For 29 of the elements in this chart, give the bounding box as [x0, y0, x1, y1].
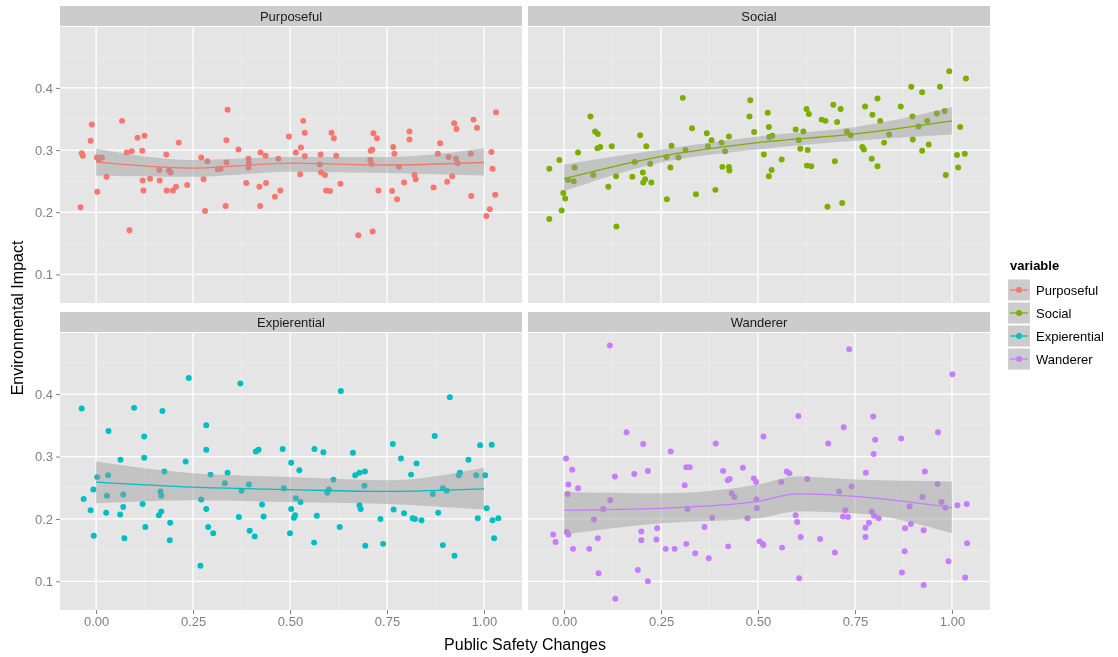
y-tick-label: 0.4 — [34, 80, 53, 96]
x-tick-label: 0.00 — [551, 614, 578, 630]
legend-label: Purposeful — [1036, 282, 1099, 298]
legend-title: variable — [1010, 258, 1060, 273]
y-tick-label: 0.4 — [34, 386, 53, 402]
y-axis-title: Environmental Impact — [9, 240, 26, 396]
y-tick-label: 0.1 — [34, 267, 53, 283]
y-tick-label: 0.2 — [34, 204, 53, 220]
x-tick-label: 0.25 — [648, 614, 675, 630]
chart-title: Purposeful — [259, 8, 323, 24]
x-tick-label: 1.00 — [939, 614, 966, 630]
chart-title: Wanderer — [730, 314, 788, 330]
x-tick-label: 0.50 — [277, 614, 304, 630]
x-tick-label: 0.00 — [83, 614, 110, 630]
x-tick-label: 0.75 — [842, 614, 869, 630]
chart-title: Expierential — [257, 314, 326, 330]
x-tick-label: 0.50 — [745, 614, 772, 630]
x-tick-label: 0.75 — [374, 614, 401, 630]
legend-label: Expierential — [1036, 328, 1105, 344]
chart-title: Social — [741, 8, 777, 24]
x-tick-label: 1.00 — [471, 614, 498, 630]
y-tick-label: 0.3 — [34, 449, 53, 465]
x-axis-title: Public Safety Changes — [444, 636, 606, 653]
legend-label: Social — [1036, 305, 1072, 321]
x-tick-label: 0.25 — [180, 614, 207, 630]
legend-label: Wanderer — [1036, 351, 1094, 367]
y-tick-label: 0.3 — [34, 142, 53, 158]
y-tick-label: 0.2 — [34, 511, 53, 527]
y-tick-label: 0.1 — [34, 573, 53, 589]
